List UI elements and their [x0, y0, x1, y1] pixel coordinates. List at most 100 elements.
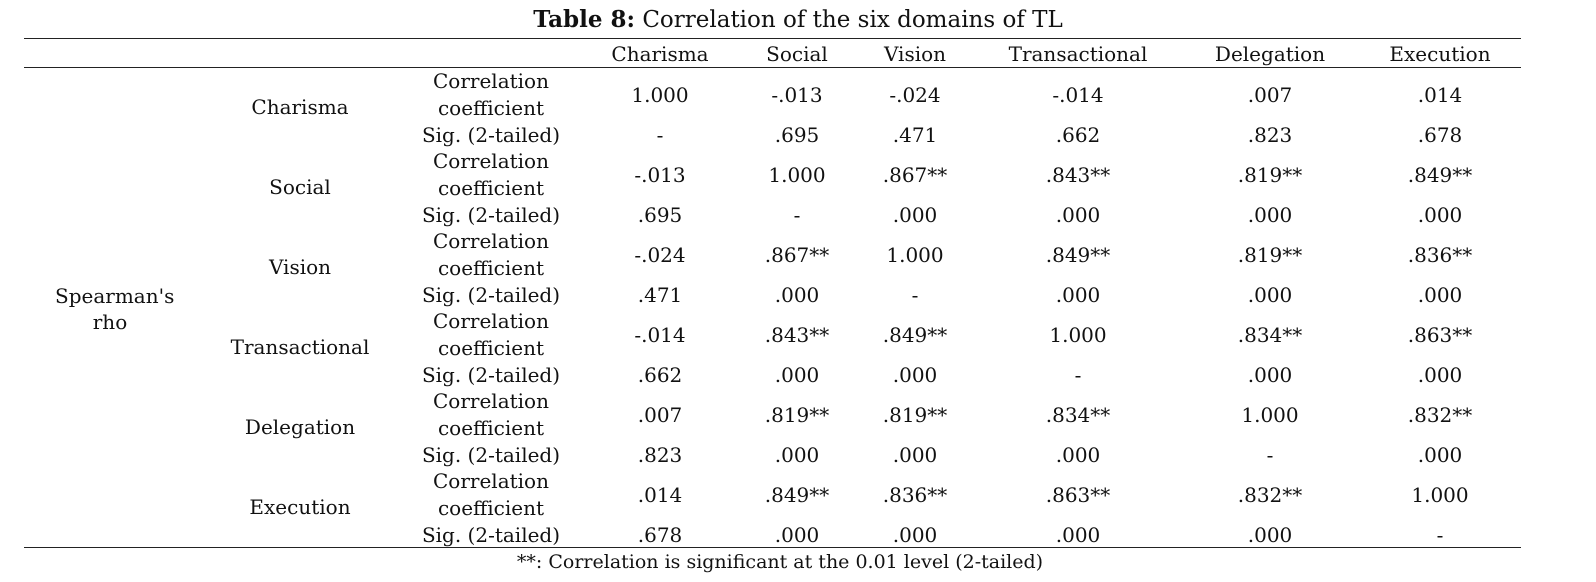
- stat-label-sig: Sig. (2-tailed): [421, 203, 561, 227]
- correlation-value: .832**: [1237, 483, 1303, 507]
- correlation-value: 1.000: [886, 243, 944, 267]
- table-caption: Table 8: Correlation of the six domains …: [0, 5, 1596, 35]
- correlation-value: .819**: [1237, 243, 1303, 267]
- correlation-value: -.024: [634, 243, 686, 267]
- correlation-value: .867**: [882, 163, 948, 187]
- significance-value: .000: [1417, 443, 1463, 467]
- row-label: Charisma: [251, 95, 349, 119]
- correlation-value: 1.000: [1411, 483, 1469, 507]
- significance-value: .000: [1247, 203, 1293, 227]
- significance-value: .000: [1247, 363, 1293, 387]
- column-header: Execution: [1389, 42, 1491, 66]
- stat-label-coefficient: coefficient: [437, 256, 545, 280]
- significance-value: -: [793, 203, 801, 227]
- header-rule: [24, 67, 1521, 68]
- significance-value: .695: [774, 123, 820, 147]
- significance-value: .471: [637, 283, 683, 307]
- column-header: Vision: [883, 42, 947, 66]
- significance-value: .678: [1417, 123, 1463, 147]
- column-header: Charisma: [611, 42, 709, 66]
- column-header: Delegation: [1214, 42, 1326, 66]
- correlation-value: .834**: [1237, 323, 1303, 347]
- stat-label-correlation: Correlation: [433, 69, 549, 93]
- stat-label-sig: Sig. (2-tailed): [421, 123, 561, 147]
- correlation-value: .863**: [1407, 323, 1473, 347]
- correlation-value: -.014: [1052, 83, 1104, 107]
- significance-value: -: [911, 283, 919, 307]
- correlation-value: .867**: [764, 243, 830, 267]
- correlation-value: 1.000: [1241, 403, 1299, 427]
- stat-label-correlation: Correlation: [433, 149, 549, 173]
- correlation-value: .014: [637, 483, 683, 507]
- stat-label-coefficient: coefficient: [437, 96, 545, 120]
- correlation-value: .007: [1247, 83, 1293, 107]
- significance-value: .823: [637, 443, 683, 467]
- significance-footnote: **: Correlation is significant at the 0.…: [516, 551, 1044, 573]
- correlation-value: .007: [637, 403, 683, 427]
- significance-value: .678: [637, 523, 683, 547]
- correlation-value: .863**: [1045, 483, 1111, 507]
- row-label: Execution: [249, 495, 351, 519]
- correlation-value: .819**: [1237, 163, 1303, 187]
- significance-value: .000: [1055, 443, 1101, 467]
- correlation-value: -.013: [634, 163, 686, 187]
- significance-value: -: [1074, 363, 1082, 387]
- column-header: Transactional: [1008, 42, 1148, 66]
- correlation-value: .832**: [1407, 403, 1473, 427]
- stat-label-correlation: Correlation: [433, 309, 549, 333]
- correlation-value: .849**: [764, 483, 830, 507]
- significance-value: -: [656, 123, 664, 147]
- stat-label-sig: Sig. (2-tailed): [421, 523, 561, 547]
- row-group-label: Spearman's rho: [55, 284, 175, 334]
- significance-value: .000: [1247, 283, 1293, 307]
- significance-value: .695: [637, 203, 683, 227]
- significance-value: .000: [892, 443, 938, 467]
- significance-value: .000: [774, 523, 820, 547]
- significance-value: .471: [892, 123, 938, 147]
- correlation-value: 1.000: [768, 163, 826, 187]
- stat-label-coefficient: coefficient: [437, 336, 545, 360]
- top-rule: [24, 38, 1521, 39]
- correlation-value: .843**: [764, 323, 830, 347]
- correlation-value: 1.000: [631, 83, 689, 107]
- stat-label-sig: Sig. (2-tailed): [421, 443, 561, 467]
- correlation-value: .819**: [764, 403, 830, 427]
- row-label: Social: [269, 175, 331, 199]
- correlation-value: .849**: [1045, 243, 1111, 267]
- significance-value: .000: [774, 363, 820, 387]
- significance-value: .000: [892, 523, 938, 547]
- correlation-value: .836**: [882, 483, 948, 507]
- stat-label-coefficient: coefficient: [437, 176, 545, 200]
- row-label: Delegation: [244, 415, 356, 439]
- correlation-value: -.014: [634, 323, 686, 347]
- bottom-rule: [24, 547, 1521, 548]
- correlation-value: .834**: [1045, 403, 1111, 427]
- table-number: Table 8:: [533, 6, 636, 33]
- column-header: Social: [766, 42, 828, 66]
- stat-label-correlation: Correlation: [433, 389, 549, 413]
- significance-value: .000: [774, 283, 820, 307]
- correlation-value: -.024: [889, 83, 941, 107]
- significance-value: -: [1266, 443, 1274, 467]
- correlation-value: .819**: [882, 403, 948, 427]
- significance-value: .000: [1417, 203, 1463, 227]
- correlation-value: 1.000: [1049, 323, 1107, 347]
- significance-value: -: [1436, 523, 1444, 547]
- stat-label-correlation: Correlation: [433, 229, 549, 253]
- table-title: Correlation of the six domains of TL: [635, 7, 1063, 33]
- row-label: Transactional: [230, 335, 370, 359]
- significance-value: .000: [892, 203, 938, 227]
- stat-label-sig: Sig. (2-tailed): [421, 283, 561, 307]
- row-label: Vision: [268, 255, 332, 279]
- correlation-value: .849**: [882, 323, 948, 347]
- correlation-value: .836**: [1407, 243, 1473, 267]
- significance-value: .000: [774, 443, 820, 467]
- stat-label-coefficient: coefficient: [437, 416, 545, 440]
- stat-label-coefficient: coefficient: [437, 496, 545, 520]
- significance-value: .000: [1417, 283, 1463, 307]
- significance-value: .662: [637, 363, 683, 387]
- significance-value: .000: [1417, 363, 1463, 387]
- stat-label-sig: Sig. (2-tailed): [421, 363, 561, 387]
- correlation-value: .014: [1417, 83, 1463, 107]
- significance-value: .000: [1055, 523, 1101, 547]
